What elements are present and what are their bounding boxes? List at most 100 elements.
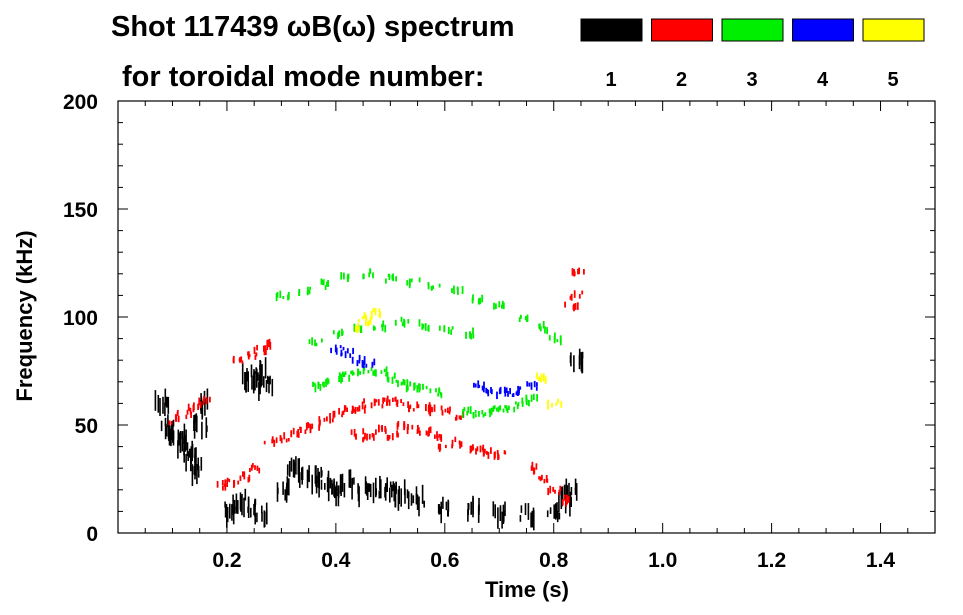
spectrum-mark-mode-1 — [358, 486, 360, 508]
spectrum-mark-mode-3 — [375, 369, 377, 377]
spectrum-mark-mode-2 — [318, 416, 321, 423]
spectrum-mark-mode-2 — [384, 428, 387, 434]
spectrum-mark-mode-1 — [224, 501, 226, 508]
spectrum-mark-mode-2 — [263, 440, 266, 445]
spectrum-mark-mode-3 — [470, 333, 473, 340]
spectrum-mark-mode-1 — [295, 456, 297, 475]
spectrum-mark-mode-3 — [322, 381, 324, 387]
y-tick-label: 50 — [75, 415, 98, 438]
legend-label-mode-1: 1 — [605, 69, 616, 91]
spectrum-mark-mode-3 — [461, 411, 464, 418]
spectrum-mark-mode-4 — [511, 393, 514, 397]
spectrum-mark-mode-3 — [403, 379, 406, 386]
spectrum-mark-mode-4 — [356, 360, 359, 367]
spectrum-mark-mode-2 — [459, 441, 461, 449]
spectrum-mark-mode-2 — [170, 420, 173, 425]
spectrum-mark-mode-1 — [369, 483, 372, 498]
spectrum-mark-mode-1 — [447, 499, 449, 517]
spectrum-mark-mode-1 — [395, 481, 397, 495]
spectrum-mark-mode-1 — [194, 414, 196, 422]
spectrum-mark-mode-1 — [193, 415, 195, 424]
spectrum-mark-mode-5 — [369, 318, 372, 322]
spectrum-mark-mode-2 — [239, 475, 242, 481]
spectrum-mark-mode-2 — [341, 411, 344, 415]
spectrum-mark-mode-2 — [353, 408, 356, 413]
spectrum-mark-mode-4 — [515, 391, 518, 396]
spectrum-mark-mode-5 — [363, 311, 366, 319]
spectrum-mark-mode-2 — [386, 434, 389, 441]
spectrum-mark-mode-2 — [252, 463, 254, 468]
spectrum-mark-mode-2 — [388, 435, 391, 439]
legend-label-mode-3: 3 — [746, 69, 757, 91]
spectrum-mark-mode-2 — [223, 483, 226, 487]
spectrum-mark-mode-2 — [266, 339, 269, 347]
spectrum-mark-mode-3 — [307, 286, 309, 293]
spectrum-mark-mode-4 — [362, 364, 365, 369]
spectrum-mark-mode-2 — [428, 404, 430, 409]
spectrum-mark-mode-2 — [192, 404, 195, 413]
spectrum-mark-mode-1 — [404, 488, 406, 504]
spectrum-mark-mode-3 — [367, 370, 370, 374]
spectrum-mark-mode-2 — [402, 402, 405, 407]
spectrum-mark-mode-2 — [216, 481, 219, 488]
spectrum-mark-mode-2 — [493, 452, 496, 460]
spectrum-mark-mode-4 — [536, 382, 538, 387]
spectrum-mark-mode-2 — [475, 448, 477, 455]
spectrum-mark-mode-3 — [467, 406, 470, 414]
spectrum-mark-mode-3 — [432, 285, 434, 289]
spectrum-mark-mode-2 — [168, 420, 171, 426]
spectrum-mark-mode-2 — [371, 433, 374, 438]
spectrum-mark-mode-1 — [286, 464, 289, 476]
spectrum-mark-mode-2 — [197, 403, 199, 410]
spectrum-mark-mode-2 — [564, 301, 566, 308]
spectrum-mark-mode-3 — [492, 406, 495, 412]
spectrum-mark-mode-3 — [372, 272, 374, 279]
spectrum-mark-mode-4 — [371, 361, 374, 368]
spectrum-mark-mode-2 — [448, 411, 451, 415]
spectrum-mark-mode-1 — [563, 484, 566, 495]
spectrum-mark-mode-3 — [431, 286, 433, 290]
spectrum-mark-mode-3 — [478, 410, 480, 417]
spectrum-mark-mode-3 — [450, 329, 453, 335]
spectrum-mark-mode-5 — [378, 313, 381, 317]
spectrum-mark-mode-2 — [490, 447, 492, 454]
spectrum-mark-mode-2 — [449, 406, 451, 412]
spectrum-mark-mode-2 — [304, 429, 307, 434]
spectrum-mark-mode-3 — [351, 370, 354, 376]
spectrum-mark-mode-1 — [255, 367, 257, 374]
spectrum-mark-mode-3 — [499, 405, 502, 411]
spectrum-mark-mode-2 — [266, 345, 269, 350]
spectrum-mark-mode-1 — [254, 513, 256, 525]
spectrum-mark-mode-3 — [418, 319, 421, 327]
spectrum-mark-mode-3 — [465, 331, 467, 339]
x-tick-label: 0.4 — [321, 549, 351, 572]
spectrum-mark-mode-3 — [402, 379, 405, 385]
spectrum-mark-mode-2 — [386, 400, 388, 406]
spectrum-mark-mode-3 — [341, 377, 344, 382]
spectrum-mark-mode-2 — [554, 489, 556, 494]
spectrum-mark-mode-1 — [415, 493, 418, 505]
spectrum-mark-mode-1 — [164, 422, 167, 440]
spectrum-mark-mode-2 — [253, 346, 256, 354]
spectrum-mark-mode-4 — [518, 386, 520, 394]
spectrum-mark-mode-1 — [197, 465, 200, 478]
spectrum-mark-mode-1 — [184, 434, 186, 452]
spectrum-mark-mode-2 — [226, 479, 228, 487]
spectrum-mark-mode-1 — [527, 503, 530, 520]
spectrum-mark-mode-1 — [439, 506, 441, 515]
spectrum-mark-mode-2 — [224, 479, 227, 487]
spectrum-mark-mode-3 — [421, 323, 424, 330]
spectrum-mark-mode-2 — [240, 356, 243, 362]
spectrum-mark-mode-3 — [422, 324, 425, 329]
spectrum-mark-mode-2 — [439, 434, 442, 440]
spectrum-mark-mode-4 — [473, 382, 475, 388]
spectrum-mark-mode-1 — [239, 492, 242, 510]
spectrum-mark-mode-2 — [189, 410, 192, 415]
spectrum-mark-mode-3 — [374, 326, 376, 331]
spectrum-mark-mode-4 — [535, 386, 538, 391]
spectrum-mark-mode-1 — [410, 493, 413, 506]
spectrum-mark-mode-3 — [393, 374, 396, 378]
spectrum-mark-mode-5 — [354, 325, 357, 333]
spectrum-mark-mode-2 — [576, 302, 579, 310]
spectrum-mark-mode-1 — [200, 457, 203, 471]
